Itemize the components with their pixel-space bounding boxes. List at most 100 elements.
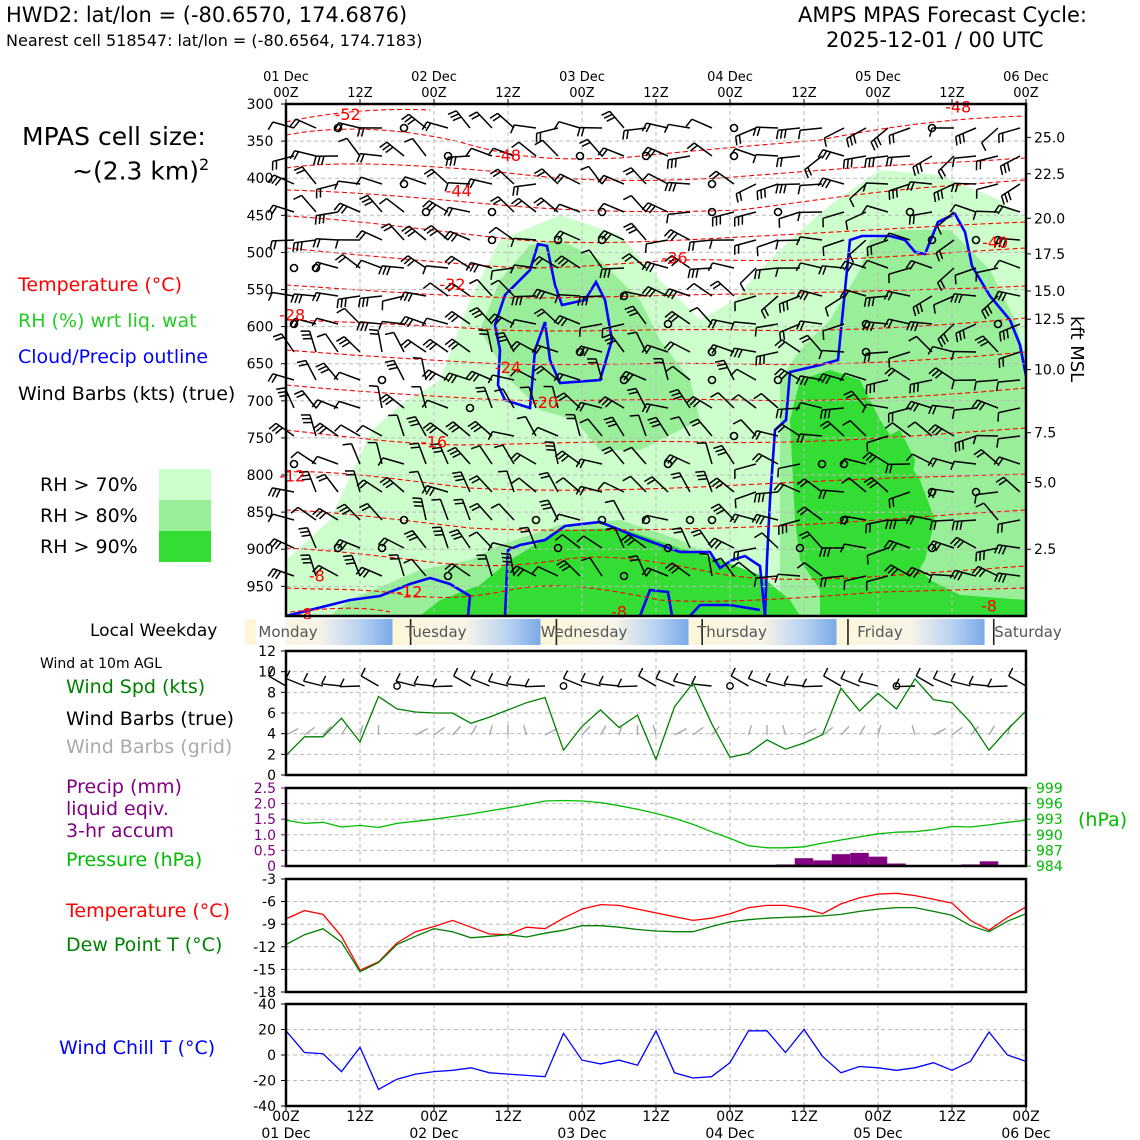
wind-barb-flag: [933, 193, 937, 203]
wind-barb-flag: [472, 373, 480, 382]
wind-barb-flag: [645, 148, 653, 157]
wind-barb-flag: [819, 420, 829, 427]
surface-wind-barb-flag: [857, 672, 864, 682]
wind-barb-flag: [334, 424, 342, 432]
wind-barb-flag: [821, 374, 828, 384]
weekday-mask: [256, 619, 286, 645]
wind-barb-flag: [671, 315, 679, 323]
wind-barb-flag: [958, 331, 962, 341]
pressure-tick-label: 900: [247, 542, 274, 558]
top-day-label: 05 Dec: [855, 70, 901, 85]
wind-barb-flag: [707, 319, 714, 328]
wind-barb-flag: [445, 421, 454, 428]
surface-wind-barb-flag: [268, 667, 274, 677]
wind-barb-flag: [501, 556, 511, 559]
wind-barb-flag: [448, 529, 458, 534]
calm-wind-marker: [773, 207, 783, 217]
wind-barb-flag: [465, 178, 472, 188]
wind-barb-flag: [998, 479, 1007, 486]
wind-barb-flag: [579, 346, 586, 356]
wind-barb-flag: [940, 168, 947, 177]
upper-wind-barbs: [267, 110, 1021, 591]
wind-barb-shaft: [562, 477, 581, 493]
wind-barb-flag: [850, 158, 853, 168]
wind-barb-flag: [936, 191, 940, 201]
wind-barb-flag: [777, 425, 786, 433]
wind-barb-flag: [606, 340, 616, 345]
wind-barb-flag: [340, 542, 348, 551]
wind-barb-flag: [842, 159, 846, 169]
wind-barb-flag: [951, 521, 955, 531]
wind-barb-flag: [360, 153, 365, 163]
temperature-contour-label: -24: [495, 358, 521, 377]
wind-barb-shaft: [866, 435, 889, 444]
cell-size-exponent: 2: [199, 155, 210, 174]
wind-barb-flag: [444, 255, 452, 263]
surface-wind-barb-flag: [823, 667, 829, 677]
wind-barb-shaft: [427, 399, 449, 409]
wind-barb-flag: [607, 268, 611, 278]
wind-barb-flag: [453, 535, 463, 540]
wind-barb-flag: [729, 368, 738, 377]
legend-wind: Wind Barbs (kts) (true): [18, 383, 236, 405]
wind-barb-flag: [293, 120, 301, 129]
wind-barb-flag: [663, 341, 672, 350]
surface-wind-barb: [765, 680, 786, 687]
wind-barb-flag: [300, 474, 310, 477]
wind-barb-flag: [536, 199, 545, 207]
wind-barb-flag: [455, 478, 465, 482]
panel-tick-label: 10: [258, 665, 276, 681]
wind-barb-shaft: [362, 424, 383, 437]
wind-barb-flag: [994, 544, 999, 554]
wind-barb-flag: [359, 568, 367, 577]
wind-barb-flag: [951, 380, 955, 390]
wind-barb-flag: [619, 370, 627, 379]
dewpoint-line: [285, 906, 1027, 973]
wind-barb-flag: [686, 282, 695, 290]
wind-barb-flag: [668, 182, 673, 192]
wind-barb-flag: [274, 177, 282, 186]
wind-barb-flag: [993, 291, 1000, 300]
panel-tick-label: 20: [258, 1023, 276, 1039]
wind-barb-flag: [404, 116, 413, 123]
wind-barb-flag: [996, 438, 999, 448]
wind-barb-flag: [978, 569, 986, 578]
wind-barb-flag: [429, 343, 437, 351]
wind-barb-shaft: [426, 265, 449, 269]
wind-barb-flag: [796, 433, 801, 443]
wind-barb-flag: [561, 259, 569, 267]
wind-barb-flag: [490, 270, 493, 280]
surface-wind-barb-flag: [505, 675, 512, 685]
wind-barb-flag: [797, 185, 801, 195]
wind-barb-flag: [498, 338, 508, 343]
wind-barb-flag: [273, 240, 277, 250]
wind-barb-flag: [817, 149, 824, 158]
temperature-contour-label: -16: [421, 432, 447, 451]
wind-barb-flag: [267, 204, 274, 214]
wind-barb-shaft: [976, 183, 999, 191]
wind-barb-flag: [774, 573, 779, 583]
wind-barb-flag: [864, 158, 867, 168]
wind-barb-flag: [861, 404, 867, 413]
wind-barb-flag: [777, 341, 786, 349]
height-tick-label: 10.0: [1034, 363, 1065, 379]
wind-barb-flag: [447, 373, 454, 383]
wind-barb-flag: [382, 396, 391, 403]
wind-barb-shaft: [932, 573, 955, 577]
wind-barb-flag: [751, 430, 758, 440]
temperature-contour-label: -8: [981, 596, 997, 615]
surface-wind-barb-flag: [968, 675, 974, 685]
wind-barb-flag: [296, 242, 299, 252]
wind-barb-flag: [822, 423, 832, 430]
wind-barb-flag: [973, 449, 982, 456]
wind-barb-flag: [578, 327, 582, 337]
wind-barb-flag: [580, 127, 585, 137]
calm-wind-marker: [289, 459, 299, 469]
wind-barb-flag: [469, 179, 476, 189]
wind-barb-flag: [289, 150, 296, 159]
weekday-name: Friday: [857, 623, 903, 641]
wind-barb-flag: [533, 308, 543, 315]
wind-barb-flag: [470, 445, 480, 450]
weekday-name: Monday: [258, 623, 317, 641]
